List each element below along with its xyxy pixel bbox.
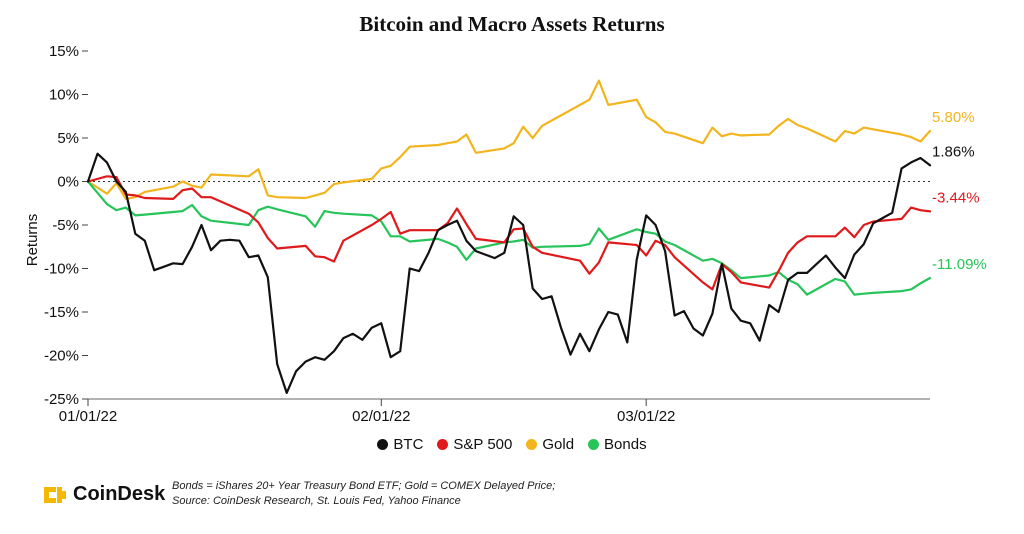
legend-item-btc[interactable]: BTC [377, 436, 423, 453]
series-lines [86, 79, 932, 394]
legend-item-gold[interactable]: Gold [526, 436, 574, 453]
series-line-btc[interactable] [86, 152, 932, 394]
footnote-line: Source: CoinDesk Research, St. Louis Fed… [172, 495, 461, 507]
legend-label: Gold [542, 436, 575, 453]
x-tick-label: 03/01/22 [617, 408, 675, 425]
series-end-labels: 5.80% 1.86% -3.44% -11.09% [932, 109, 987, 273]
x-tick-label: 02/01/22 [352, 408, 410, 425]
coindesk-logo: CoinDesk [44, 483, 165, 506]
y-axis-label: Returns [24, 214, 41, 267]
end-label-bonds: -11.09% [932, 256, 987, 273]
y-tick-label: -20% [44, 348, 79, 365]
legend-label: S&P 500 [453, 436, 513, 453]
y-axis: 15% 10% 5% 0% -5% -10% -15% -20% -25% [44, 43, 88, 408]
chart-footnote: Bonds = iShares 20+ Year Treasury Bond E… [172, 479, 555, 509]
y-tick-label: 5% [57, 130, 79, 147]
y-tick-label: -25% [44, 391, 79, 408]
legend-label: Bonds [604, 436, 647, 453]
chart-legend: BTC S&P 500 Gold Bonds [0, 436, 1024, 453]
x-axis: 01/01/22 02/01/22 03/01/22 [59, 398, 930, 425]
legend-dot-icon [377, 439, 389, 450]
coindesk-mark-icon [44, 486, 66, 503]
series-line-gold[interactable] [86, 79, 932, 200]
y-tick-label: 15% [49, 43, 79, 60]
x-tick-label: 01/01/22 [59, 408, 117, 425]
y-tick-label: -5% [52, 217, 79, 234]
series-line-bonds[interactable] [86, 180, 932, 296]
legend-dot-icon [588, 439, 600, 450]
series-line-sp500[interactable] [86, 175, 932, 291]
legend-item-sp500[interactable]: S&P 500 [437, 436, 512, 453]
legend-item-bonds[interactable]: Bonds [588, 436, 647, 453]
legend-dot-icon [437, 439, 449, 450]
footnote-line: Bonds = iShares 20+ Year Treasury Bond E… [172, 480, 556, 492]
chart-title: Bitcoin and Macro Assets Returns [359, 12, 665, 36]
y-tick-label: 0% [57, 174, 79, 191]
end-label-btc: 1.86% [932, 143, 975, 160]
brand-name: CoinDesk [73, 483, 166, 505]
end-label-gold: 5.80% [932, 109, 975, 126]
y-tick-label: -15% [44, 304, 79, 321]
legend-label: BTC [393, 436, 424, 453]
legend-dot-icon [526, 439, 538, 450]
y-tick-label: 10% [49, 87, 79, 104]
end-label-sp500: -3.44% [932, 189, 980, 206]
y-tick-label: -10% [44, 261, 79, 278]
